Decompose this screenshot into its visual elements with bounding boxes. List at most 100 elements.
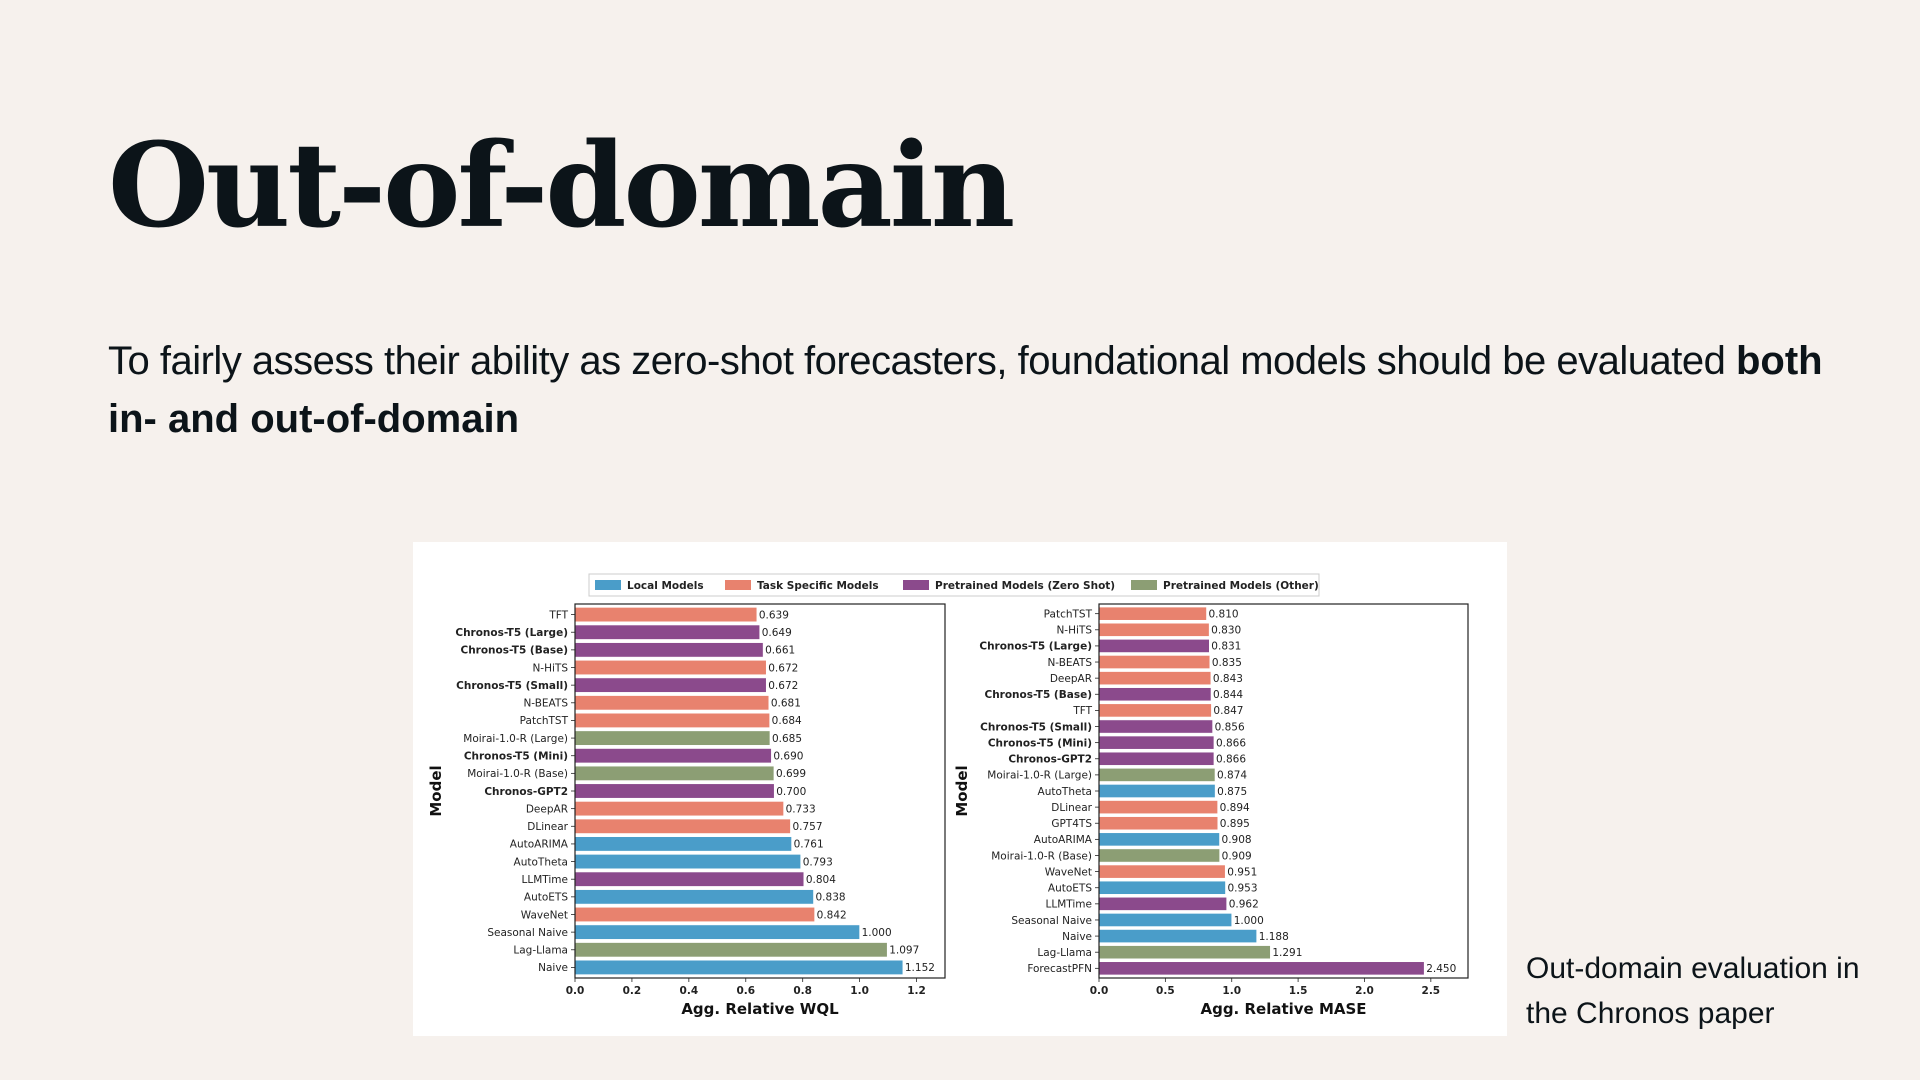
panel2-bar xyxy=(1098,703,1212,718)
subtitle-regular-text: To fairly assess their ability as zero-s… xyxy=(108,339,1736,383)
panel2-bar xyxy=(1098,687,1212,702)
panel1-value-label: 0.684 xyxy=(772,715,802,727)
panel1-bar xyxy=(574,942,888,958)
panel2-value-label: 0.894 xyxy=(1220,802,1250,814)
panel2-bar xyxy=(1098,945,1271,960)
panel1-category-label: DLinear xyxy=(527,821,568,833)
panel1-bar xyxy=(574,677,767,693)
panel1-x-tick-label: 0.2 xyxy=(623,985,642,997)
panel2-bar xyxy=(1098,639,1210,653)
panel1-bar xyxy=(574,642,764,658)
panel1-bar xyxy=(574,924,860,940)
panel2-value-label: 0.866 xyxy=(1216,754,1246,766)
panel2-bar xyxy=(1098,671,1212,686)
panel1-x-tick-label: 0.4 xyxy=(680,985,699,997)
panel2-bar xyxy=(1098,864,1226,879)
panel1-bar xyxy=(574,659,767,676)
panel2-x-tick-label: 2.0 xyxy=(1355,985,1374,997)
panel2-bar xyxy=(1098,751,1215,766)
panel2-value-label: 1.291 xyxy=(1272,947,1302,959)
panel1-category-label: DeepAR xyxy=(526,803,568,815)
panel1-bar xyxy=(574,801,784,817)
legend-swatch-local xyxy=(595,580,621,590)
panel2-bar xyxy=(1098,767,1216,782)
panel1-bar xyxy=(574,695,770,711)
panel1-value-label: 0.649 xyxy=(762,627,792,639)
panel1-value-label: 0.672 xyxy=(768,680,798,692)
panel2-category-label: Moirai-1.0-R (Large) xyxy=(987,770,1092,782)
legend-swatch-zeroshot xyxy=(903,580,929,590)
panel2-value-label: 1.000 xyxy=(1234,915,1264,927)
panel2-category-label: ForecastPFN xyxy=(1027,963,1092,975)
panel1-bar xyxy=(574,712,770,728)
panel1-category-label: AutoARIMA xyxy=(510,839,569,851)
panel2-value-label: 0.835 xyxy=(1212,657,1242,669)
panel2-category-label: N-HiTS xyxy=(1056,625,1092,637)
panel2-value-label: 0.909 xyxy=(1222,850,1252,862)
panel2-category-label: AutoTheta xyxy=(1038,786,1092,798)
panel1-value-label: 0.685 xyxy=(772,733,802,745)
panel1-bar xyxy=(574,854,801,870)
panel1-category-label: N-BEATS xyxy=(523,698,568,710)
panel2-category-label: LLMTime xyxy=(1046,899,1092,911)
panel1-value-label: 0.672 xyxy=(768,662,798,674)
panel2-value-label: 0.953 xyxy=(1227,883,1257,895)
figure-caption: Out-domain evaluation in the Chronos pap… xyxy=(1526,952,1860,1030)
panel1-value-label: 0.733 xyxy=(786,803,816,815)
panel1-value-label: 0.793 xyxy=(803,856,833,868)
panel2-bar xyxy=(1098,848,1220,863)
panel2-bar xyxy=(1098,784,1216,798)
panel2-y-axis-label: Model xyxy=(953,765,971,816)
panel1-x-axis-label: Agg. Relative WQL xyxy=(681,1000,839,1018)
panel2-category-label: AutoARIMA xyxy=(1034,834,1093,846)
panel2-x-tick-label: 0.5 xyxy=(1156,985,1175,997)
panel1-value-label: 1.000 xyxy=(862,927,892,939)
panel1-category-label: Chronos-T5 (Large) xyxy=(455,627,568,639)
panel2-bar xyxy=(1098,800,1218,815)
panel2-x-tick-label: 2.5 xyxy=(1422,985,1441,997)
panel1-bar xyxy=(574,889,814,905)
panel2-value-label: 0.874 xyxy=(1217,770,1247,782)
subtitle-bold-text: both in- and out-of-domain xyxy=(108,339,1823,441)
panel2-bar xyxy=(1098,719,1213,734)
panel2-category-label: Chronos-T5 (Small) xyxy=(980,721,1092,733)
panel1-bar xyxy=(574,818,791,834)
panel1-category-label: Lag-Llama xyxy=(513,945,568,957)
panel1-value-label: 0.700 xyxy=(776,786,806,798)
panel1-category-label: AutoETS xyxy=(524,892,568,904)
panel2-category-label: PatchTST xyxy=(1044,608,1093,620)
panel1-category-label: WaveNet xyxy=(521,909,568,921)
panel2-x-tick-label: 1.5 xyxy=(1289,985,1308,997)
panel2-category-label: Naive xyxy=(1062,931,1092,943)
panel2-category-label: Lag-Llama xyxy=(1037,947,1092,959)
panel1-y-axis-label: Model xyxy=(427,765,445,816)
panel1-value-label: 0.699 xyxy=(776,768,806,780)
legend-label-zeroshot: Pretrained Models (Zero Shot) xyxy=(935,580,1115,592)
panel1-bar xyxy=(574,607,758,623)
panel1-bar xyxy=(574,765,775,781)
panel2-bar xyxy=(1098,735,1215,750)
panel1-bar xyxy=(574,730,771,746)
panel2-value-label: 0.908 xyxy=(1222,834,1252,846)
panel1-value-label: 0.661 xyxy=(765,645,795,657)
panel1-value-label: 1.152 xyxy=(905,962,935,974)
panel2-value-label: 0.951 xyxy=(1227,866,1257,878)
panel2-value-label: 0.847 xyxy=(1213,705,1243,717)
panel2-x-axis-label: Agg. Relative MASE xyxy=(1200,1000,1366,1018)
panel1-category-label: N-HiTS xyxy=(532,662,568,674)
panel2-bar xyxy=(1098,655,1211,669)
legend-label-local: Local Models xyxy=(627,580,704,592)
panel2-category-label: Chronos-GPT2 xyxy=(1008,754,1092,766)
panel2-bar xyxy=(1098,622,1210,637)
panel1-bar xyxy=(574,836,792,852)
panel1-bar xyxy=(574,871,805,887)
panel1-bar xyxy=(574,624,761,640)
panel1-x-tick-label: 1.0 xyxy=(850,985,869,997)
panel1-bar xyxy=(574,783,775,799)
panel1-value-label: 0.761 xyxy=(794,839,824,851)
panel1-value-label: 0.681 xyxy=(771,698,801,710)
panel1-category-label: PatchTST xyxy=(520,715,569,727)
panel2-value-label: 0.895 xyxy=(1220,818,1250,830)
panel1-bar xyxy=(574,906,815,923)
panel1-value-label: 1.097 xyxy=(889,945,919,957)
